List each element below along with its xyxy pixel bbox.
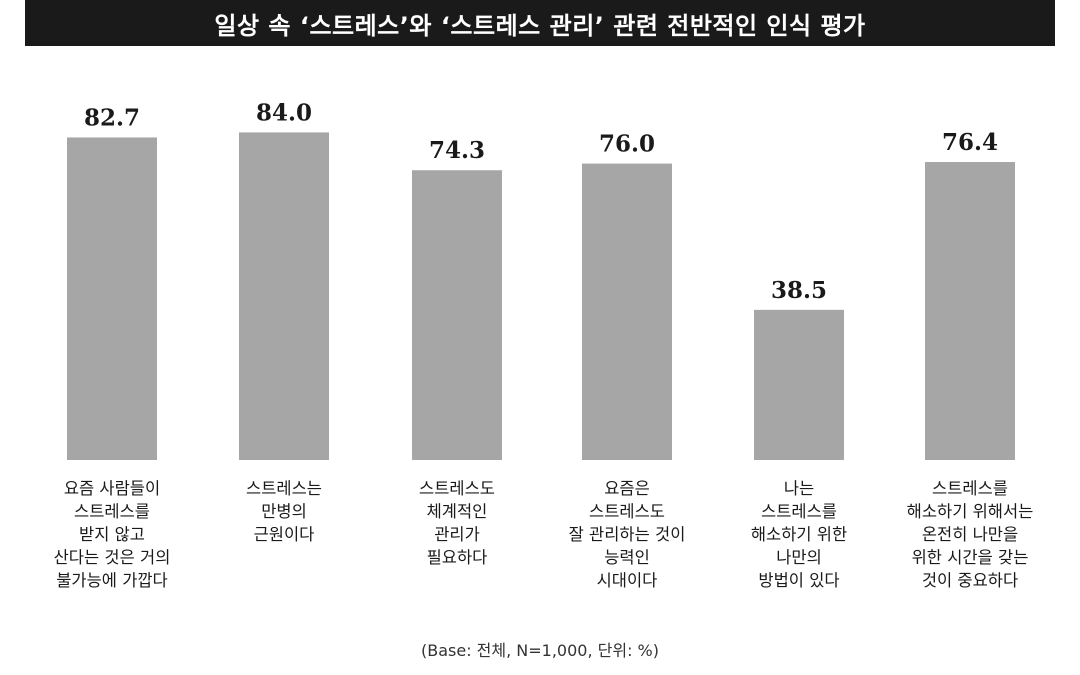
value-label-6: 76.4 bbox=[942, 129, 998, 156]
category-label-line: 스트레스도 bbox=[419, 479, 495, 498]
bar-5 bbox=[754, 309, 844, 460]
category-label-line: 스트레스도 bbox=[589, 502, 665, 521]
bar-4 bbox=[582, 163, 672, 460]
footnote: (Base: 전체, N=1,000, 단위: %) bbox=[420, 641, 659, 660]
bar-1 bbox=[67, 137, 157, 460]
value-label-3: 74.3 bbox=[429, 137, 485, 164]
category-label-line: 온전히 나만을 bbox=[922, 525, 1018, 544]
category-label-line: 요즘은 bbox=[604, 479, 650, 498]
category-label-line: 것이 중요하다 bbox=[922, 571, 1018, 590]
bar-3 bbox=[412, 170, 502, 461]
category-label-line: 필요하다 bbox=[427, 548, 488, 567]
category-label-line: 해소하기 위한 bbox=[751, 525, 847, 544]
category-label-line: 체계적인 bbox=[427, 502, 488, 521]
category-label-line: 스트레스를 bbox=[932, 479, 1008, 498]
category-label-line: 해소하기 위해서는 bbox=[907, 502, 1034, 521]
category-label-line: 나만의 bbox=[776, 548, 822, 567]
category-label-line: 잘 관리하는 것이 bbox=[569, 525, 686, 544]
title-bar: 일상 속 ‘스트레스’와 ‘스트레스 관리’ 관련 전반적인 인식 평가 bbox=[25, 0, 1055, 46]
category-label-line: 관리가 bbox=[434, 525, 480, 544]
category-label-line: 스트레스를 bbox=[761, 502, 837, 521]
value-label-1: 82.7 bbox=[84, 104, 140, 131]
category-label-line: 위한 시간을 갖는 bbox=[912, 548, 1029, 567]
category-label-line: 방법이 있다 bbox=[758, 571, 839, 590]
bar-2 bbox=[239, 132, 329, 460]
category-label-line: 시대이다 bbox=[597, 571, 658, 590]
category-label-line: 나는 bbox=[784, 479, 814, 498]
category-label-line: 불가능에 가깝다 bbox=[56, 571, 168, 590]
chart-title: 일상 속 ‘스트레스’와 ‘스트레스 관리’ 관련 전반적인 인식 평가 bbox=[214, 11, 866, 40]
category-label-line: 근원이다 bbox=[254, 525, 315, 544]
category-label-line: 스트레스는 bbox=[246, 479, 322, 498]
category-label-line: 스트레스를 bbox=[74, 502, 150, 521]
category-label-line: 산다는 것은 거의 bbox=[54, 548, 171, 567]
value-label-2: 84.0 bbox=[256, 99, 312, 126]
category-label-line: 요즘 사람들이 bbox=[64, 479, 160, 498]
bar-6 bbox=[925, 162, 1015, 461]
category-label-line: 능력인 bbox=[604, 548, 650, 567]
category-label-line: 받지 않고 bbox=[79, 525, 145, 544]
value-label-4: 76.0 bbox=[599, 131, 655, 158]
value-label-5: 38.5 bbox=[771, 277, 827, 304]
category-label-line: 만병의 bbox=[261, 502, 307, 521]
